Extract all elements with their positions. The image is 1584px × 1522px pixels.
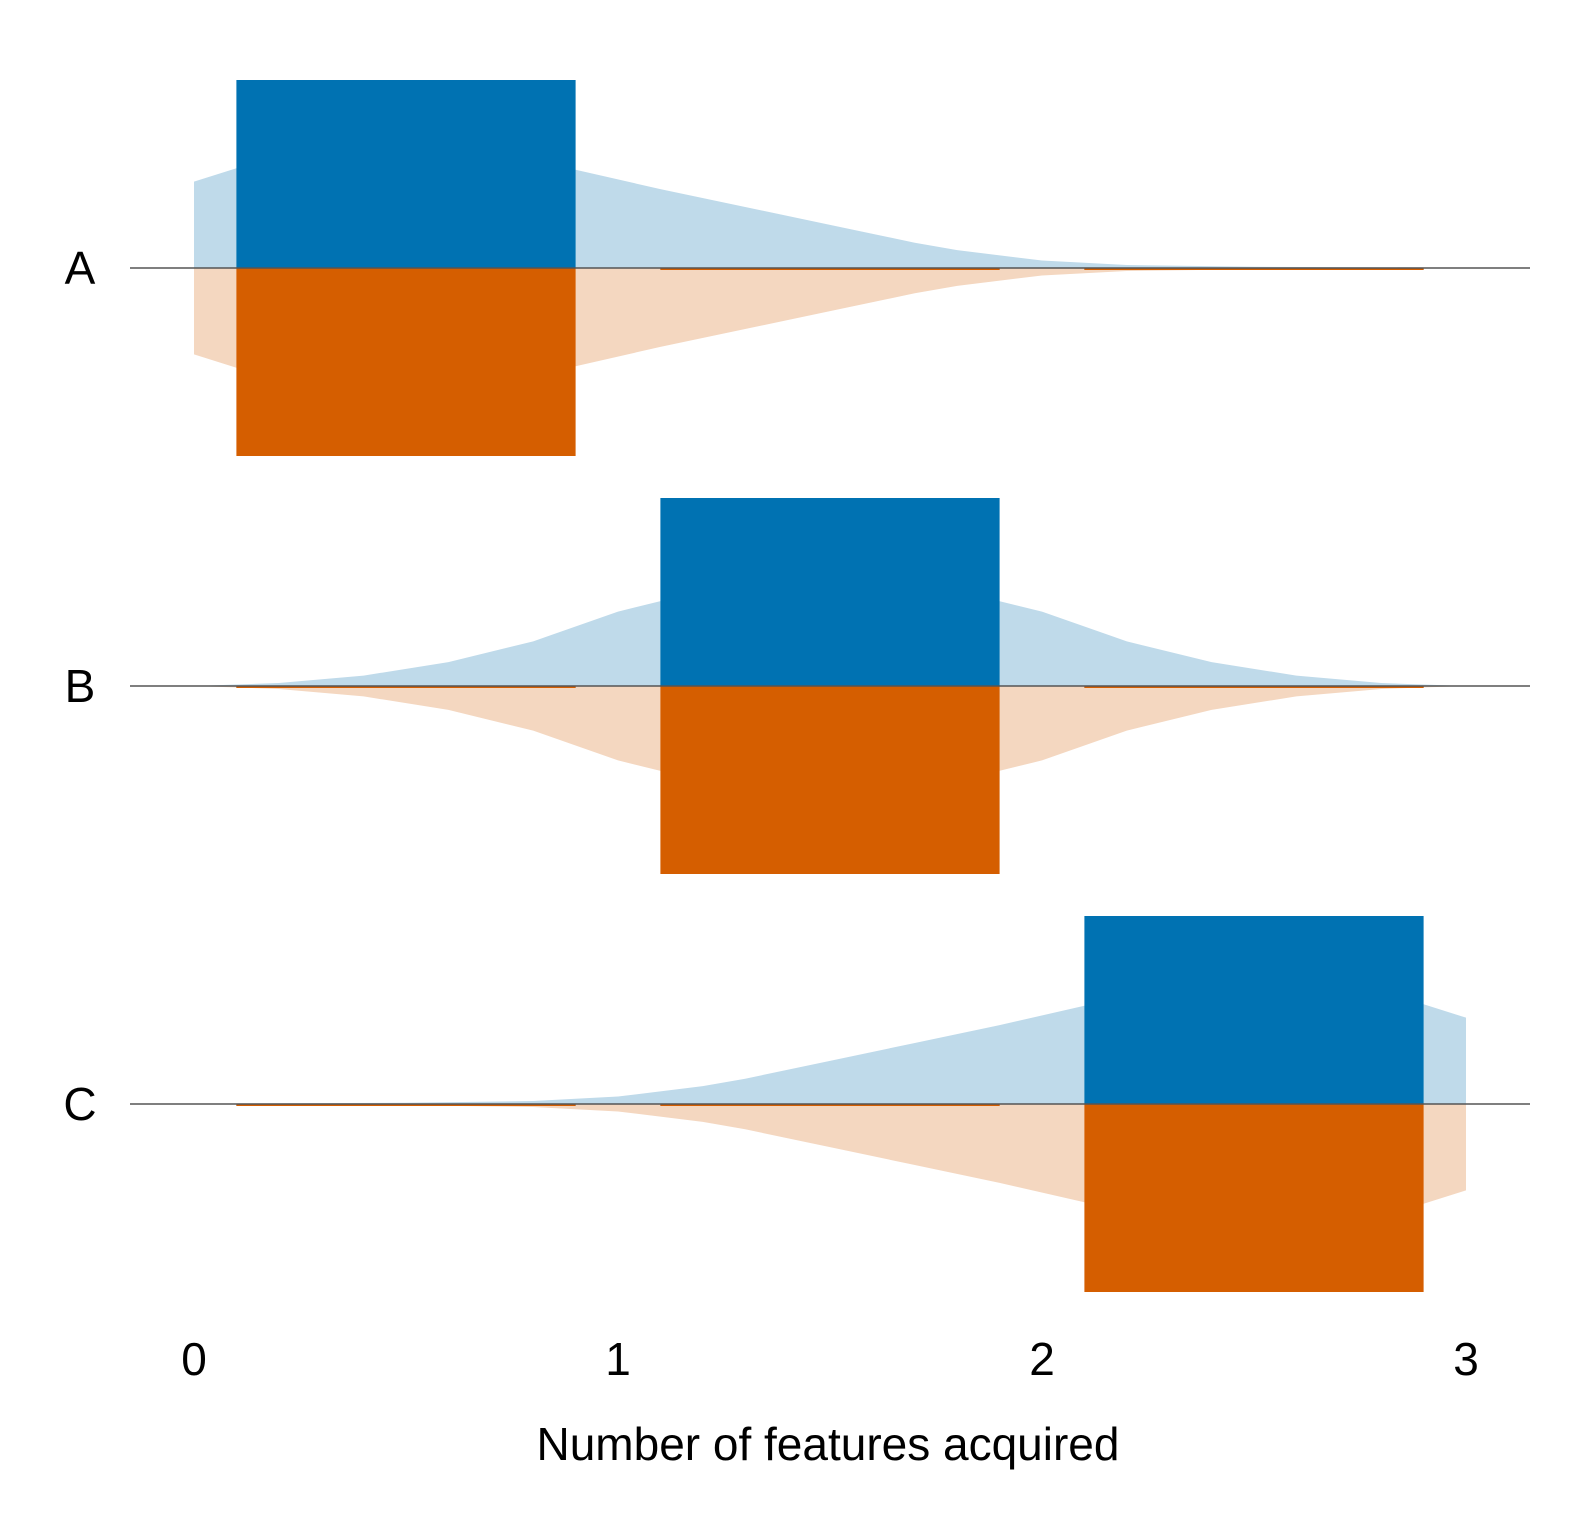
x-axis-ticks: 0 1 2 3 bbox=[181, 1333, 1479, 1385]
bar-bottom-b-0 bbox=[236, 686, 576, 688]
bar-bottom-b-2 bbox=[1084, 686, 1424, 688]
bar-bottom-c-1 bbox=[660, 1104, 1000, 1106]
x-axis-title: Number of features acquired bbox=[537, 1418, 1120, 1470]
plot-area: A B C bbox=[63, 80, 1530, 1292]
bar-top-a-0 bbox=[236, 80, 576, 268]
row-label-c: C bbox=[63, 1078, 96, 1130]
x-tick-label-2: 2 bbox=[1029, 1333, 1055, 1385]
bar-top-b-1 bbox=[660, 498, 1000, 686]
bar-bottom-a-2 bbox=[1084, 268, 1424, 270]
bar-top-c-2 bbox=[1084, 916, 1424, 1104]
bar-bottom-b-1 bbox=[660, 686, 1000, 874]
bar-bottom-c-2 bbox=[1084, 1104, 1424, 1292]
row-label-b: B bbox=[65, 660, 96, 712]
row-label-a: A bbox=[65, 242, 96, 294]
bar-bottom-c-0 bbox=[236, 1104, 576, 1106]
bar-bottom-a-0 bbox=[236, 268, 576, 456]
bar-bottom-a-1 bbox=[660, 268, 1000, 270]
x-tick-label-0: 0 bbox=[181, 1333, 207, 1385]
x-tick-label-1: 1 bbox=[605, 1333, 631, 1385]
x-tick-label-3: 3 bbox=[1453, 1333, 1479, 1385]
